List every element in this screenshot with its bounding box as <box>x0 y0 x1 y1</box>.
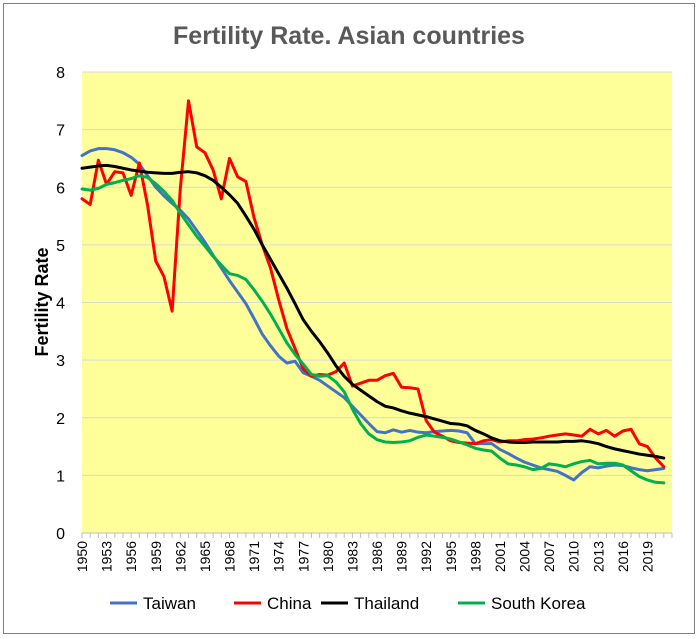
y-tick-label: 6 <box>56 180 65 197</box>
x-tick-label: 2010 <box>566 541 582 572</box>
x-tick-label: 1989 <box>394 541 410 572</box>
x-tick-label: 1986 <box>369 541 385 572</box>
x-tick-label: 2019 <box>639 541 655 572</box>
y-tick-label: 2 <box>56 411 65 428</box>
x-tick-label: 1959 <box>148 541 164 572</box>
y-tick-label: 3 <box>56 353 65 370</box>
x-tick-label: 1950 <box>74 541 90 572</box>
legend-label-thailand: Thailand <box>354 594 419 613</box>
plot-area: 0 1 2 3 4 5 6 7 8 1950 1953 1956 1959 1962 1965 1968 197… <box>56 65 673 572</box>
chart-title: Fertility Rate. Asian countries <box>173 22 525 50</box>
x-tick-label: 1992 <box>418 541 434 572</box>
y-tick-label: 8 <box>56 65 65 82</box>
y-tick-label: 5 <box>56 238 65 255</box>
x-tick-label: 1995 <box>443 541 459 572</box>
x-tick-label: 1956 <box>123 541 139 572</box>
x-tick-label: 1983 <box>344 541 360 572</box>
series-line-thailand <box>80 163 666 460</box>
x-tick-label: 2007 <box>541 541 557 572</box>
y-tick-label: 0 <box>56 526 65 543</box>
x-tick-label: 1980 <box>320 541 336 572</box>
x-tick-label: 1998 <box>467 541 483 572</box>
y-tick-label: 7 <box>56 123 65 140</box>
x-tick-label: 2013 <box>590 541 606 572</box>
x-tick-label: 1974 <box>271 541 287 572</box>
legend-label-china: China <box>267 594 312 613</box>
series-line-south-korea <box>80 174 666 485</box>
x-tick-label: 1968 <box>222 541 238 572</box>
x-tick-label: 1965 <box>197 541 213 572</box>
x-tick-label: 2001 <box>492 541 508 572</box>
legend-label-south-korea: South Korea <box>491 594 586 613</box>
x-tick-label: 1971 <box>246 541 262 572</box>
y-tick-label: 1 <box>56 468 65 485</box>
x-tick-label: 2016 <box>615 541 631 572</box>
legend: Taiwan China Thailand South Korea <box>110 594 586 613</box>
y-tick-label: 4 <box>56 296 65 313</box>
y-axis-label: Fertility Rate <box>32 247 52 356</box>
x-tick-label: 1962 <box>172 541 188 572</box>
x-tick-label: 1977 <box>295 541 311 572</box>
x-tick-label: 1953 <box>99 541 115 572</box>
legend-label-taiwan: Taiwan <box>143 594 196 613</box>
x-tick-label: 2004 <box>517 541 533 572</box>
